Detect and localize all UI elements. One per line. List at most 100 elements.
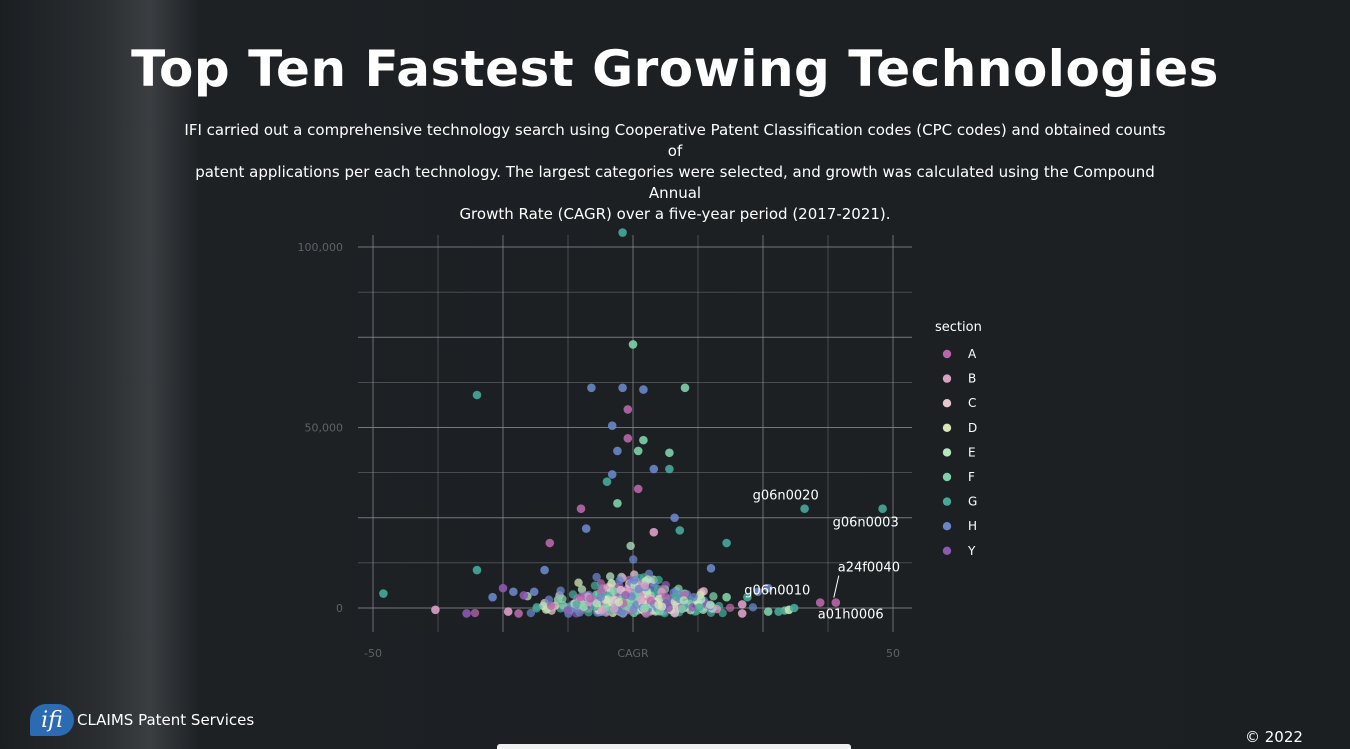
data-point xyxy=(568,590,578,599)
data-point xyxy=(640,603,650,613)
data-point xyxy=(753,587,763,597)
data-point xyxy=(379,589,388,598)
data-point xyxy=(590,581,600,590)
legend-label: D xyxy=(968,421,977,435)
point-label: g06n0020 xyxy=(753,489,819,504)
data-point xyxy=(607,579,616,588)
data-point xyxy=(526,608,536,618)
legend-swatch xyxy=(942,423,952,432)
data-point xyxy=(553,595,563,604)
data-point xyxy=(609,587,619,596)
data-point xyxy=(576,592,585,602)
data-point xyxy=(613,446,622,456)
legend-swatch xyxy=(942,522,952,531)
data-point xyxy=(615,576,624,585)
y-tick-label: 50,000 xyxy=(305,422,344,435)
data-point xyxy=(664,603,673,613)
legend-label: B xyxy=(968,372,976,386)
data-point xyxy=(706,600,715,609)
data-point xyxy=(629,605,638,614)
data-point xyxy=(579,601,588,611)
data-point xyxy=(831,598,841,607)
legend-swatch xyxy=(942,497,952,506)
data-point xyxy=(737,609,747,618)
data-point xyxy=(654,575,663,585)
data-point xyxy=(584,608,593,617)
data-point xyxy=(472,390,482,400)
data-point xyxy=(722,538,731,548)
copyright: © 2022 xyxy=(1245,728,1303,746)
data-point xyxy=(712,604,722,614)
data-point xyxy=(680,383,690,393)
data-point xyxy=(639,385,648,394)
data-point xyxy=(639,435,648,445)
data-point xyxy=(706,563,716,573)
scatter-chart: 0 50,000 100,000 -50 50 CAGR g06n0020 g06n0003 a… xyxy=(297,228,982,660)
legend-swatch xyxy=(942,546,952,555)
data-point xyxy=(618,228,627,237)
data-point xyxy=(606,572,615,581)
data-point xyxy=(679,596,689,605)
data-point xyxy=(607,421,617,430)
data-point xyxy=(607,470,617,479)
scroll-indicator[interactable] xyxy=(497,744,851,749)
data-point xyxy=(646,596,656,606)
data-point xyxy=(678,604,687,614)
data-point xyxy=(722,592,731,602)
data-point xyxy=(629,555,638,564)
data-point xyxy=(654,600,663,610)
data-point xyxy=(609,604,619,614)
data-point xyxy=(488,592,497,602)
page-description: IFI carried out a comprehensive technolo… xyxy=(175,120,1175,225)
data-point xyxy=(725,603,735,612)
data-point xyxy=(633,484,643,494)
legend-swatch xyxy=(942,349,952,359)
data-point xyxy=(640,581,650,590)
description-line: patent applications per each technology.… xyxy=(195,163,1155,202)
legend-label: C xyxy=(968,396,976,410)
data-point xyxy=(628,340,638,349)
data-point xyxy=(514,609,523,618)
legend-title: section xyxy=(935,320,982,335)
data-point xyxy=(688,603,697,612)
data-point xyxy=(694,603,704,612)
legend-label: H xyxy=(968,519,977,533)
data-point xyxy=(709,592,718,601)
point-label: a24f0040 xyxy=(838,561,900,576)
data-point xyxy=(815,598,825,607)
data-point xyxy=(618,609,628,618)
data-point xyxy=(577,585,587,594)
data-point xyxy=(587,383,596,393)
data-point xyxy=(592,572,601,582)
data-point xyxy=(540,565,549,575)
data-point xyxy=(586,594,595,603)
data-point xyxy=(763,583,773,593)
data-point xyxy=(621,590,630,600)
data-point xyxy=(472,565,482,575)
data-point xyxy=(623,434,633,443)
data-point xyxy=(671,592,681,601)
data-point xyxy=(614,598,623,607)
data-point xyxy=(774,607,783,616)
data-point xyxy=(689,592,698,602)
data-point xyxy=(592,599,601,608)
data-point xyxy=(545,538,555,548)
data-point xyxy=(602,477,612,486)
legend-label: E xyxy=(968,445,976,459)
data-point xyxy=(670,609,680,618)
data-point xyxy=(748,603,758,612)
point-label: g06n0010 xyxy=(744,584,810,599)
data-point xyxy=(800,504,809,514)
data-point xyxy=(529,587,539,597)
y-tick-label: 100,000 xyxy=(298,241,344,254)
data-point xyxy=(509,587,518,597)
data-point xyxy=(878,504,887,514)
logo-text: CLAIMS Patent Services xyxy=(77,711,255,729)
data-point xyxy=(532,604,541,613)
data-point xyxy=(737,600,747,609)
data-point xyxy=(462,609,471,618)
x-tick-label: 50 xyxy=(886,647,900,660)
data-point xyxy=(498,583,508,593)
legend-label: Y xyxy=(967,544,976,558)
data-point xyxy=(633,446,643,456)
